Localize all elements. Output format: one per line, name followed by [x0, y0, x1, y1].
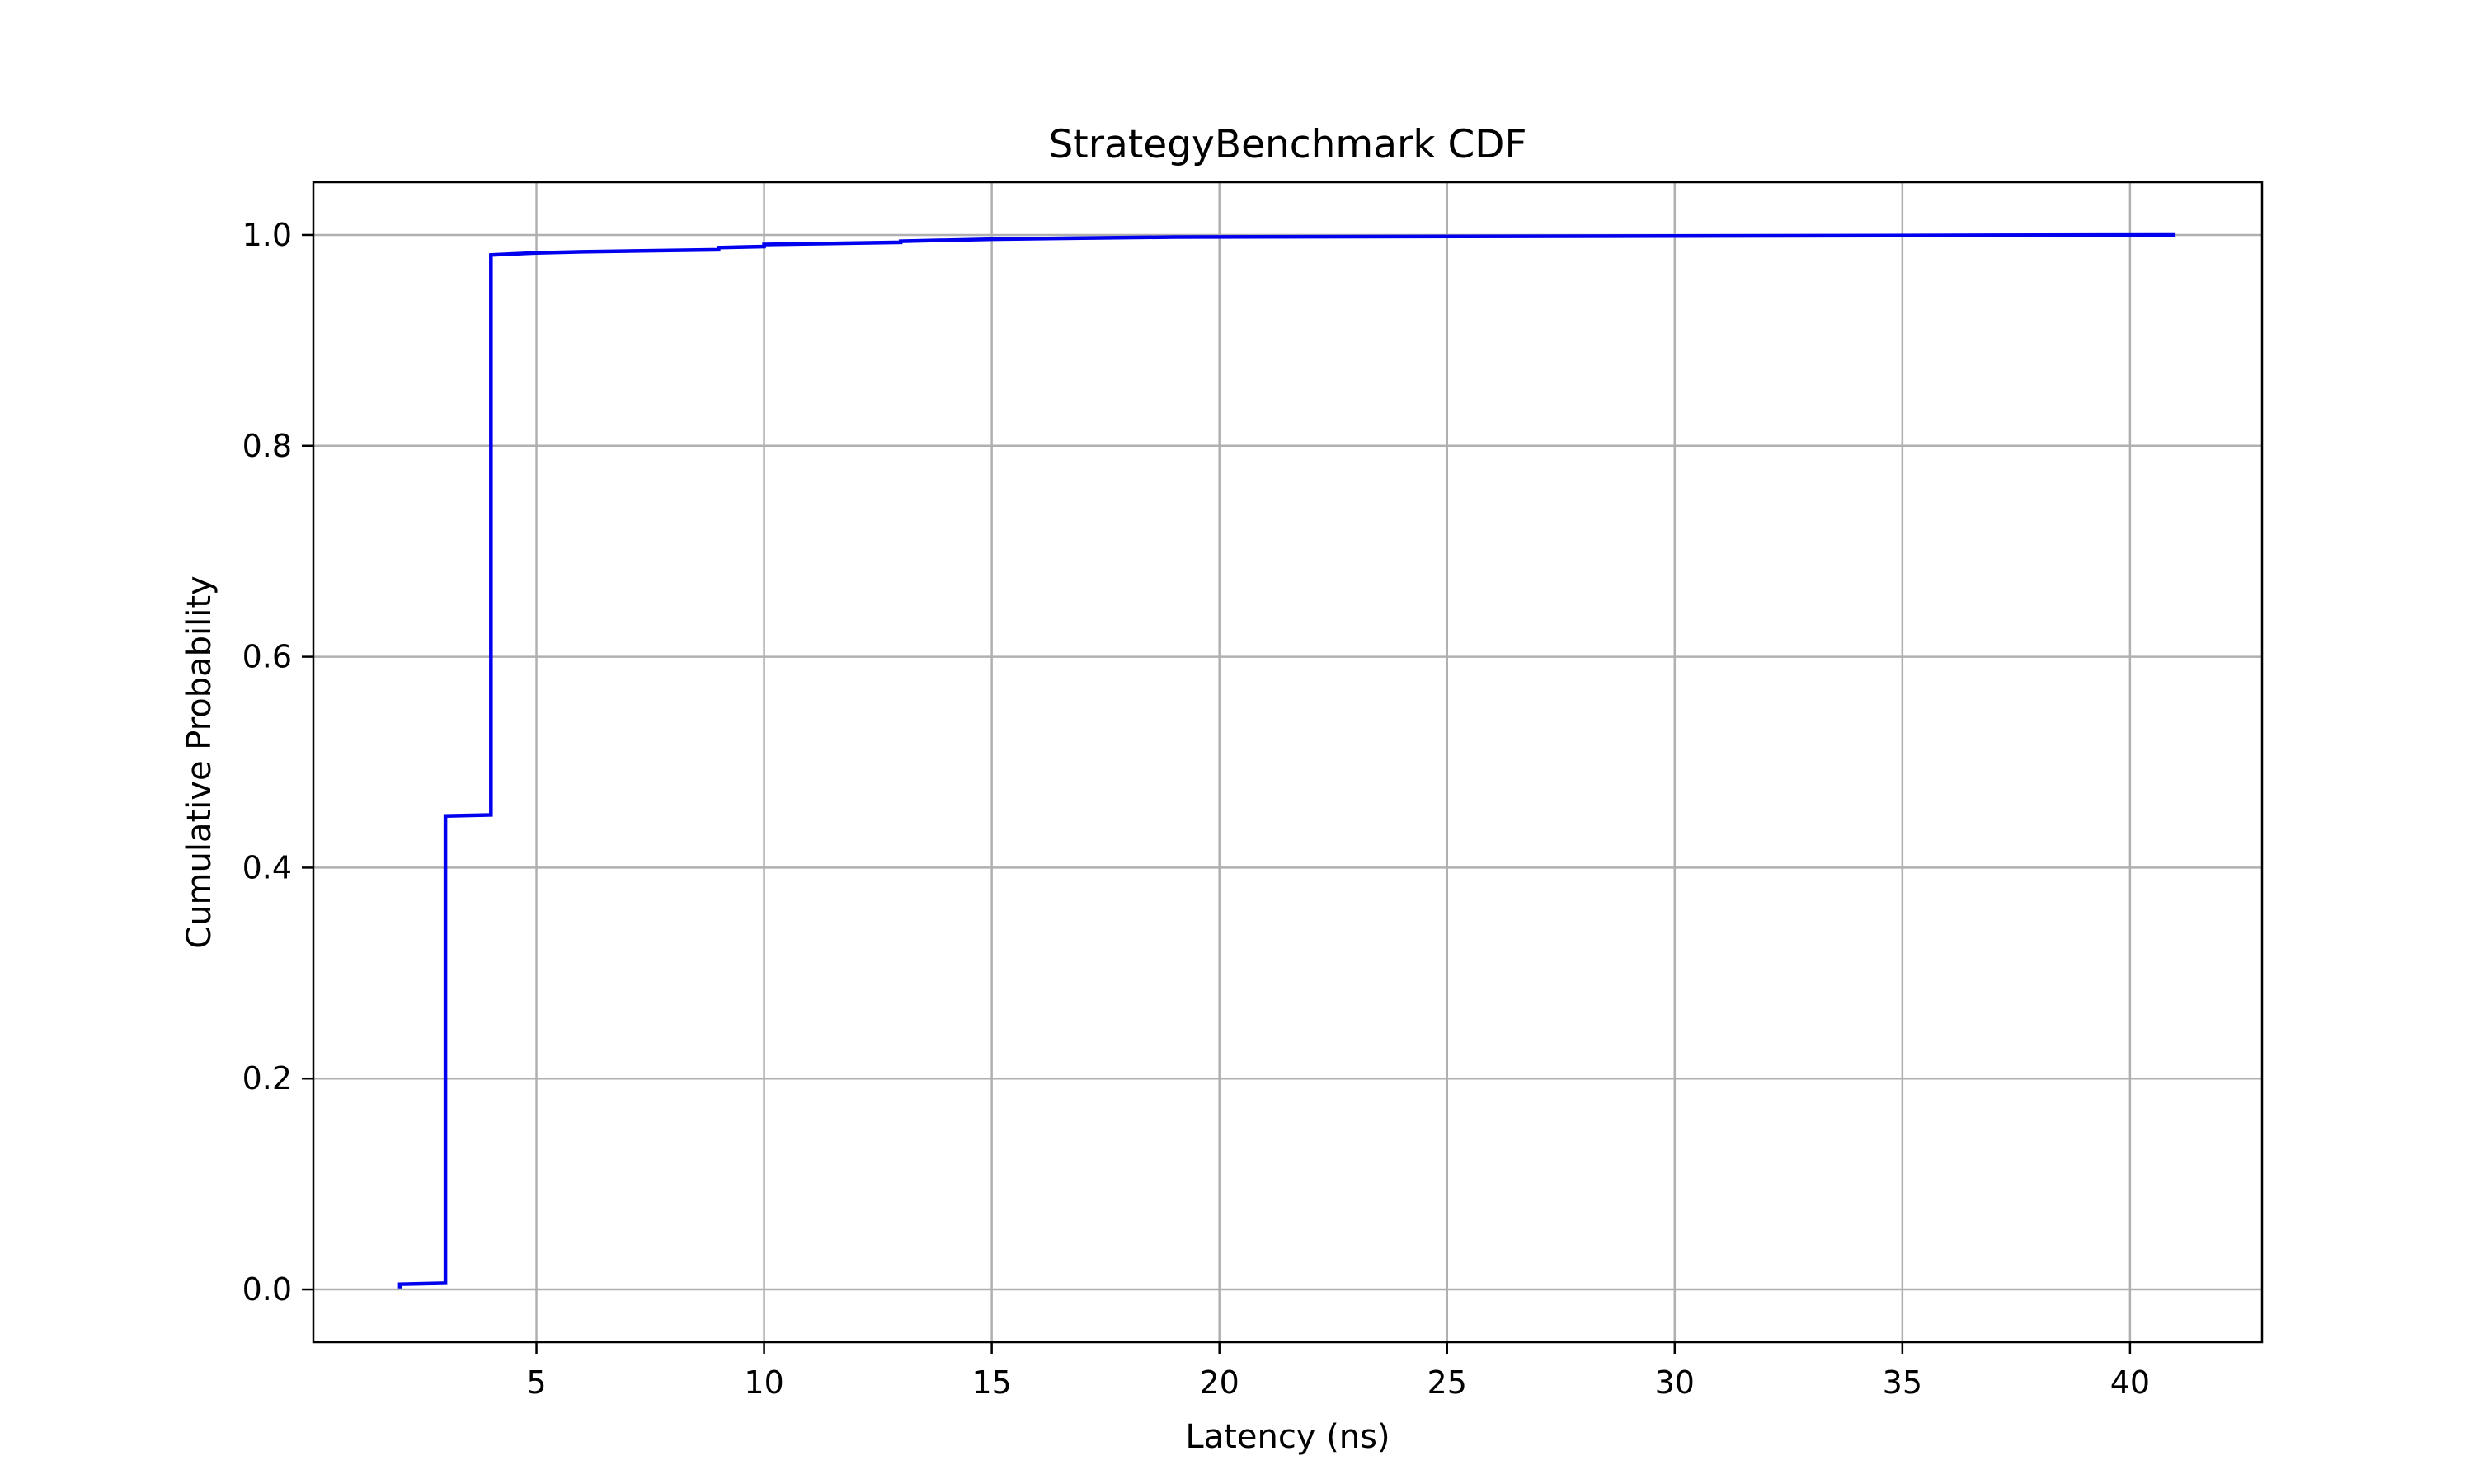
y-tick-label: 0.2: [242, 1060, 292, 1097]
x-tick-label: 5: [526, 1364, 546, 1401]
y-tick-label: 1.0: [242, 217, 292, 253]
plot-frame: [312, 181, 2264, 1344]
x-tick-label: 20: [1200, 1364, 1239, 1401]
x-axis-label: Latency (ns): [1185, 1418, 1390, 1456]
y-tick-label: 0.0: [242, 1271, 292, 1308]
grid-layer: [313, 182, 2262, 1342]
x-tick-label: 25: [1427, 1364, 1467, 1401]
x-tick-label: 30: [1655, 1364, 1695, 1401]
cdf-series-line: [397, 232, 2176, 1289]
x-tick-label: 15: [971, 1364, 1011, 1401]
chart-title: StrategyBenchmark CDF: [1048, 122, 1526, 167]
y-tick-label: 0.8: [242, 428, 292, 464]
line-layer: [397, 232, 2176, 1289]
tick-layer: 5 10 15 20 25 30 35 40 0.0 0.2 0.4 0.6 0.8 1.0: [242, 217, 2151, 1401]
y-axis-label: Cumulative Probability: [181, 575, 219, 948]
x-tick-label: 40: [2110, 1364, 2150, 1401]
x-tick-label: 10: [744, 1364, 783, 1401]
y-tick-label: 0.4: [242, 849, 292, 885]
y-tick-label: 0.6: [242, 639, 292, 675]
x-tick-label: 35: [1883, 1364, 1922, 1401]
